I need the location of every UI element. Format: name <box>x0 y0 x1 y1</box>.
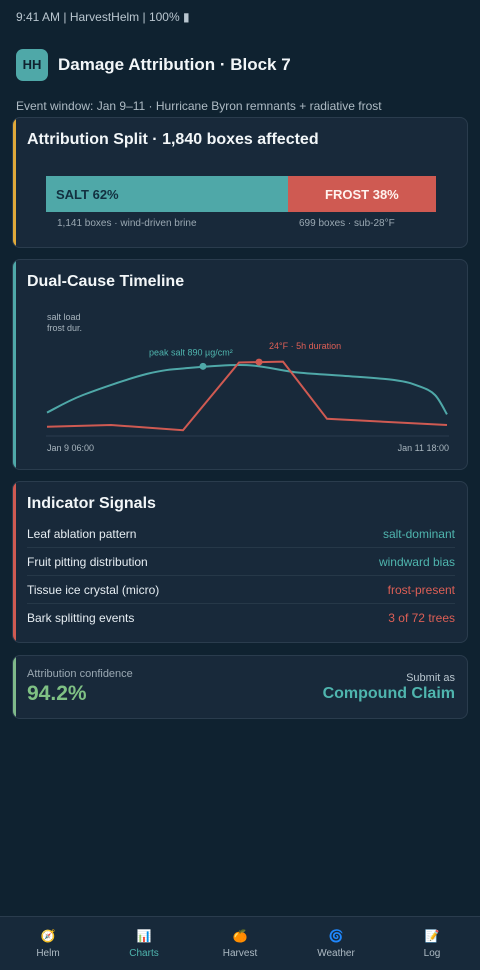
signal-label: Fruit pitting distribution <box>27 554 148 569</box>
nav-item-helm[interactable]: 🧭 Helm <box>0 917 96 970</box>
nav-label: Charts <box>129 948 159 959</box>
frost-peak-marker <box>255 358 263 366</box>
salt-note: 1,141 boxes · wind-driven brine <box>57 218 197 229</box>
x-axis-start: Jan 9 06:00 <box>47 443 95 453</box>
bottom-nav: 🧭 Helm 📊 Charts 🍊 Harvest 🌀 Weather 📝 Log <box>0 916 480 970</box>
event-window-text: Event window: Jan 9–11 · Hurricane Byron… <box>16 99 382 113</box>
header: HH Damage Attribution · Block 7 <box>0 34 480 86</box>
timeline-card: Dual-Cause Timeline salt load frost dur.… <box>12 259 468 470</box>
card-accent <box>13 482 16 642</box>
frost-peak-annotation: 24°F · 5h duration <box>269 341 341 351</box>
nav-item-harvest[interactable]: 🍊 Harvest <box>192 917 288 970</box>
app-logo[interactable]: HH <box>16 48 48 81</box>
orange-icon: 🍊 <box>232 929 248 943</box>
legend-salt: salt load <box>47 312 81 322</box>
card-accent <box>13 260 16 469</box>
chart-icon: 📊 <box>136 929 152 943</box>
timeline-chart[interactable]: peak salt 890 µg/cm² 24°F · 5h duration <box>13 260 468 470</box>
frost-note: 699 boxes · sub-28°F <box>299 218 395 229</box>
nav-item-log[interactable]: 📝 Log <box>384 917 480 970</box>
signal-value: 3 of 72 trees <box>388 611 455 625</box>
signal-value: windward bias <box>378 554 455 569</box>
signals-card-title: Indicator Signals <box>27 495 156 512</box>
submit-claim-button[interactable]: Compound Claim <box>322 685 455 702</box>
signal-label: Leaf ablation pattern <box>27 526 137 541</box>
signal-row[interactable]: Fruit pitting distribution windward bias <box>27 548 455 576</box>
frost-segment[interactable]: FROST 38% <box>287 176 436 212</box>
signal-label: Tissue ice crystal (micro) <box>27 582 160 597</box>
nav-label: Log <box>423 948 441 959</box>
frost-segment-label: FROST 38% <box>325 186 399 202</box>
salt-peak-annotation: peak salt 890 µg/cm² <box>149 347 233 357</box>
nav-label: Weather <box>317 948 355 959</box>
frost-duration-line <box>46 360 448 432</box>
nav-label: Harvest <box>222 948 258 959</box>
salt-load-line <box>46 363 448 415</box>
indicator-signals-card: Indicator Signals Leaf ablation pattern s… <box>12 481 468 643</box>
signal-row[interactable]: Tissue ice crystal (micro) frost-present <box>27 576 455 604</box>
salt-segment-label: SALT 62% <box>56 186 119 202</box>
salt-peak-marker <box>199 362 207 370</box>
card-accent <box>13 656 16 718</box>
x-axis-end: Jan 11 18:00 <box>397 443 449 453</box>
cyclone-icon: 🌀 <box>328 929 344 943</box>
confidence-card: Attribution confidence 94.2% Submit as C… <box>12 655 468 719</box>
submit-as-label: Submit as <box>406 672 455 684</box>
status-bar: 9:41 AM | HarvestHelm | 100% ▮ <box>16 10 190 24</box>
nav-item-charts[interactable]: 📊 Charts <box>96 917 192 970</box>
signal-row[interactable]: Bark splitting events 3 of 72 trees <box>27 604 455 632</box>
timeline-card-title: Dual-Cause Timeline <box>27 273 185 290</box>
salt-segment[interactable]: SALT 62% <box>46 176 288 212</box>
signal-value: salt-dominant <box>382 526 455 541</box>
nav-item-weather[interactable]: 🌀 Weather <box>288 917 384 970</box>
confidence-label: Attribution confidence <box>27 668 133 680</box>
attribution-split-card: Attribution Split · 1,840 boxes affected… <box>12 117 468 248</box>
split-card-title: Attribution Split · 1,840 boxes affected <box>27 131 319 148</box>
nav-label: Helm <box>36 948 60 959</box>
split-bar: SALT 62% FROST 38% <box>46 176 436 212</box>
legend-frost: frost dur. <box>47 323 83 333</box>
page-title: Damage Attribution · Block 7 <box>58 54 291 74</box>
signal-value: frost-present <box>387 582 455 597</box>
signal-row[interactable]: Leaf ablation pattern salt-dominant <box>27 520 455 548</box>
card-accent <box>13 118 16 247</box>
compass-icon: 🧭 <box>40 929 56 943</box>
memo-icon: 📝 <box>424 929 440 943</box>
confidence-value: 94.2% <box>27 682 87 705</box>
signal-label: Bark splitting events <box>27 611 135 625</box>
